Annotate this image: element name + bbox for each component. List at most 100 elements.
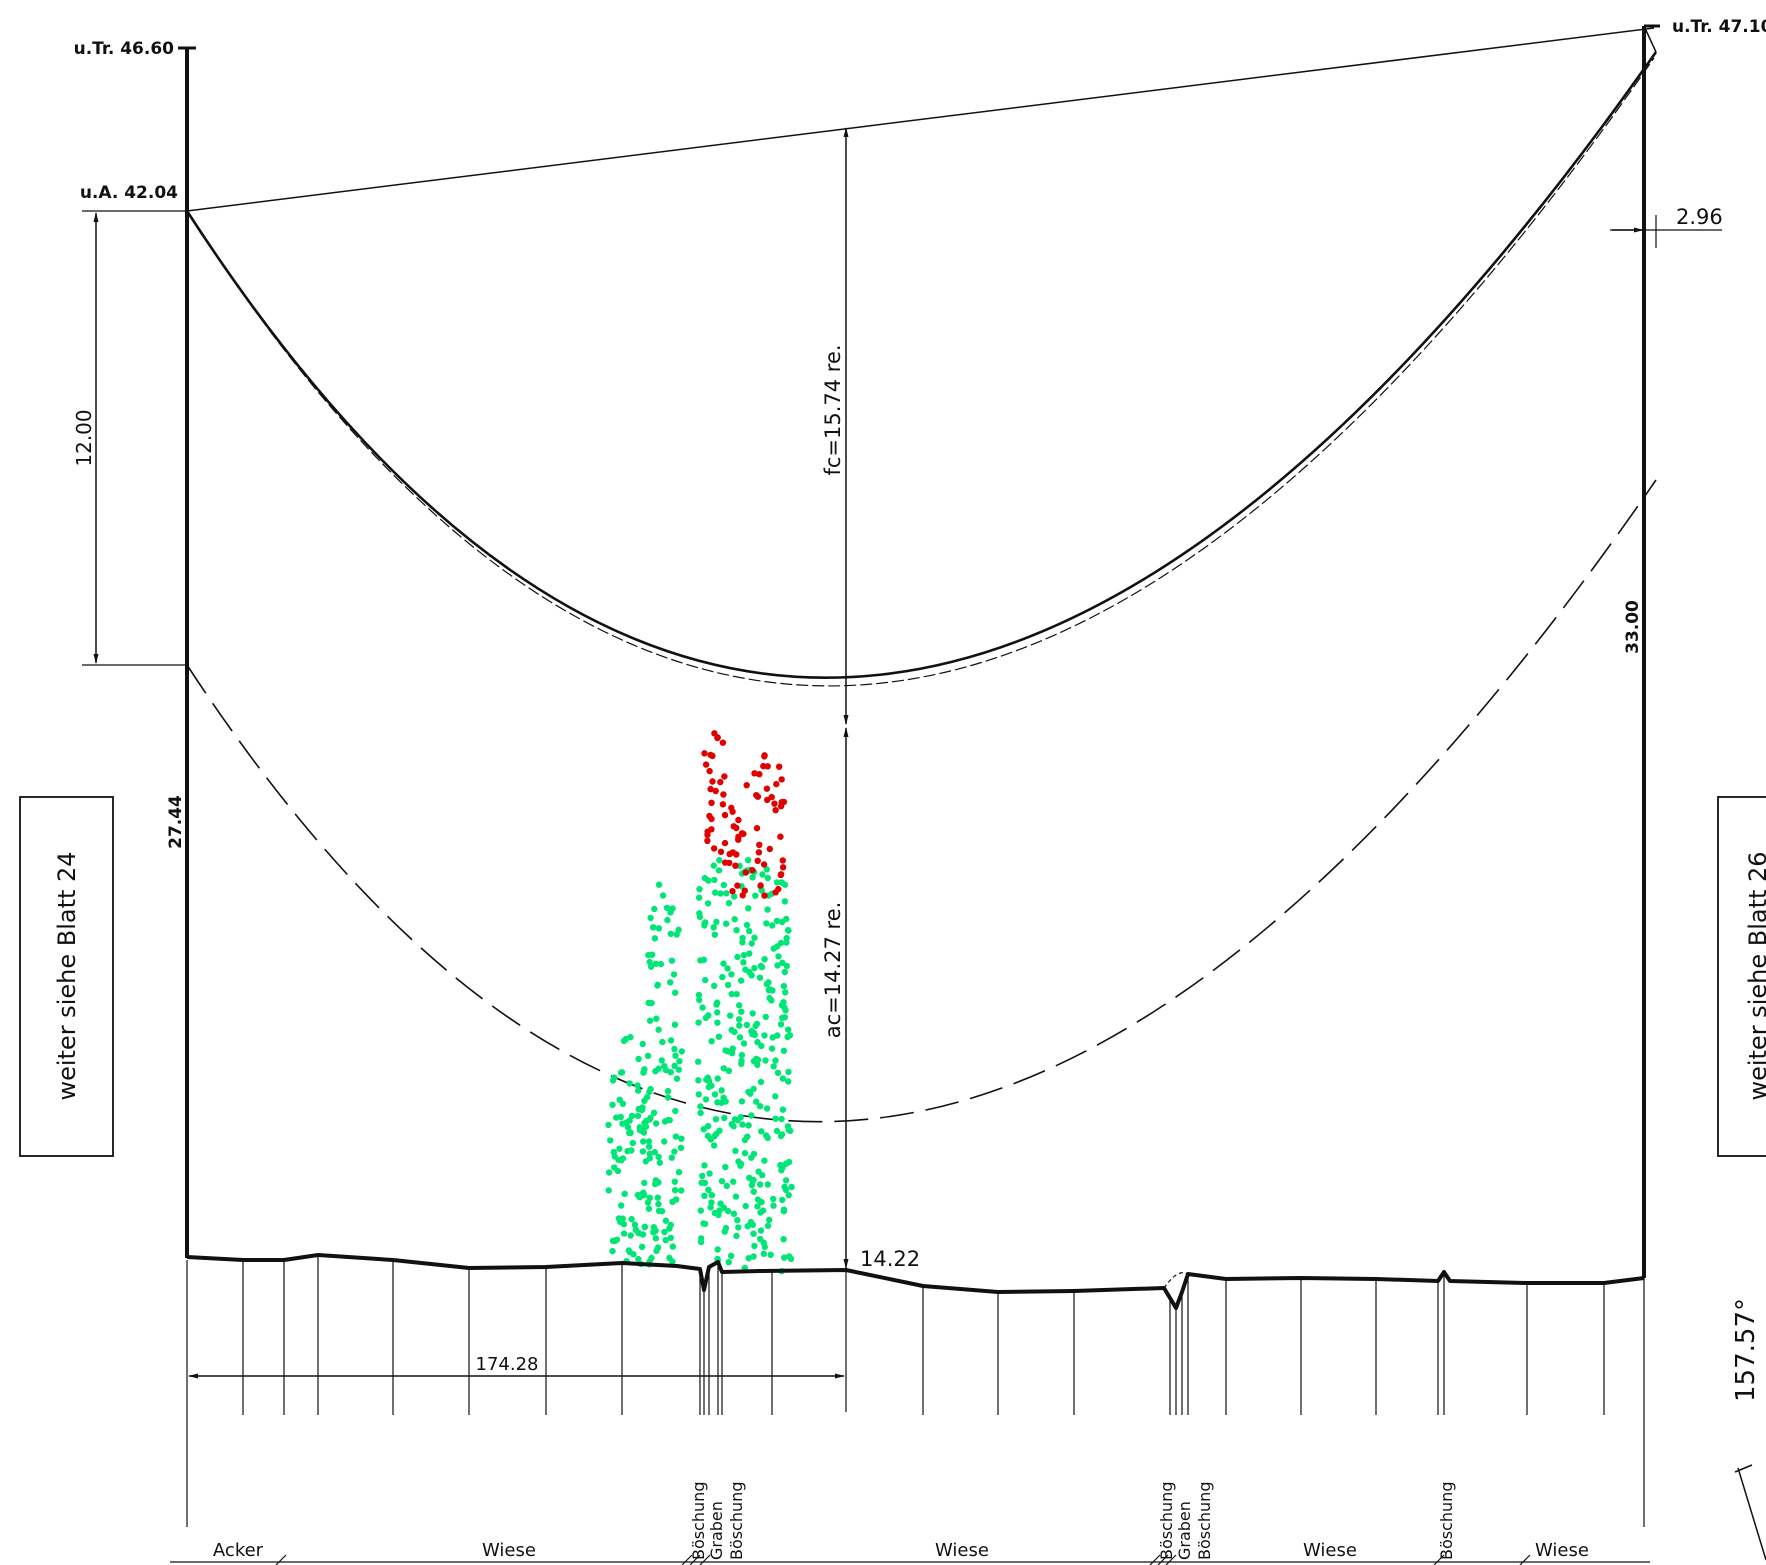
vegetation-point xyxy=(669,1198,676,1206)
vegetation-point xyxy=(726,859,733,867)
vegetation-point xyxy=(668,1154,675,1161)
vegetation-point xyxy=(763,785,771,792)
vegetation-point xyxy=(760,762,767,770)
vegetation-point xyxy=(706,767,713,775)
vegetation-point xyxy=(731,1116,739,1123)
vegetation-point xyxy=(724,965,731,972)
vegetation-point xyxy=(716,857,723,864)
vegetation-point xyxy=(735,816,742,824)
vegetation-point xyxy=(668,957,676,964)
continuation-box-left xyxy=(19,796,114,1157)
vegetation-point xyxy=(780,982,788,990)
vegetation-point xyxy=(709,778,716,785)
vegetation-point xyxy=(733,851,740,858)
vegetation-point xyxy=(651,1149,658,1156)
vegetation-point xyxy=(708,799,715,806)
vegetation-point xyxy=(626,1117,633,1124)
vegetation-point xyxy=(714,1019,721,1026)
vegetation-point xyxy=(779,1075,787,1082)
vegetation-point xyxy=(714,999,721,1006)
vegetation-point xyxy=(757,962,764,970)
slope-1-c: Böschung xyxy=(727,1482,746,1560)
vegetation-point xyxy=(611,1153,618,1160)
right-tower-attach-line xyxy=(1643,25,1657,53)
vegetation-point xyxy=(655,925,663,932)
vegetation-point xyxy=(695,1058,702,1065)
vegetation-point xyxy=(717,778,724,786)
vegetation-point xyxy=(628,1112,636,1120)
vegetation-point xyxy=(671,1062,678,1070)
vegetation-point xyxy=(659,1038,666,1046)
vegetation-point xyxy=(616,1096,623,1103)
vegetation-point xyxy=(718,1178,726,1185)
vegetation-point xyxy=(695,1091,702,1098)
vegetation-point xyxy=(651,905,658,913)
vegetation-point xyxy=(759,1207,767,1214)
vegetation-point xyxy=(754,1038,761,1046)
vegetation-point xyxy=(770,1202,777,1209)
vegetation-point xyxy=(749,1031,756,1038)
vegetation-point xyxy=(778,1002,786,1009)
dim-left-vertical-label: 12.00 xyxy=(72,409,96,466)
vegetation-point xyxy=(720,1065,727,1072)
continuation-right-label: weiter siehe Blatt 26 xyxy=(1744,851,1766,1100)
vegetation-point xyxy=(730,1178,737,1185)
vegetation-point xyxy=(736,1022,743,1029)
vegetation-point xyxy=(779,857,786,864)
vegetation-point xyxy=(741,1150,749,1157)
vegetation-point xyxy=(635,1105,642,1113)
vegetation-point xyxy=(760,861,768,868)
vegetation-point xyxy=(736,1034,744,1041)
vegetation-point xyxy=(785,1192,792,1199)
vegetation-point xyxy=(721,839,729,847)
vegetation-point xyxy=(723,890,730,897)
vegetation-point xyxy=(645,999,652,1007)
vegetation-point xyxy=(719,801,727,808)
vegetation-point xyxy=(708,1192,716,1199)
vegetation-point xyxy=(777,833,784,840)
vegetation-point xyxy=(671,1178,678,1185)
vegetation-point xyxy=(742,1202,749,1210)
vegetation-point xyxy=(781,1014,788,1021)
vegetation-point xyxy=(753,1098,760,1105)
vegetation-point xyxy=(729,808,736,815)
land-use-wiese-4: Wiese xyxy=(1535,1540,1589,1561)
vegetation-point xyxy=(785,1158,793,1166)
vegetation-point xyxy=(774,943,781,950)
vegetation-point xyxy=(757,1227,765,1234)
vegetation-point xyxy=(737,977,745,984)
vegetation-point xyxy=(773,879,781,886)
vegetation-point xyxy=(646,1116,653,1123)
vegetation-point xyxy=(761,892,768,899)
vegetation-point xyxy=(705,877,712,884)
vegetation-high-points xyxy=(701,730,788,899)
vegetation-point xyxy=(779,1196,786,1204)
vegetation-point xyxy=(630,1251,637,1258)
vegetation-point xyxy=(763,980,771,988)
vegetation-point xyxy=(635,1055,642,1063)
vegetation-point xyxy=(734,882,741,889)
vegetation-point xyxy=(761,752,768,759)
vegetation-point xyxy=(751,934,758,941)
vegetation-point xyxy=(617,1113,624,1121)
vegetation-point xyxy=(704,837,711,844)
vegetation-point xyxy=(712,787,719,795)
vegetation-point xyxy=(622,1035,630,1043)
vegetation-point xyxy=(780,1236,787,1243)
vegetation-point xyxy=(620,1230,628,1237)
vegetation-point xyxy=(761,956,768,963)
vegetation-point xyxy=(783,962,790,970)
vegetation-point xyxy=(778,799,785,806)
vegetation-point xyxy=(755,849,763,856)
vegetation-point xyxy=(646,1017,654,1024)
left-tower-label: u.Tr. 46.60 xyxy=(74,39,175,59)
vegetation-point xyxy=(678,1135,685,1142)
vegetation-point xyxy=(711,931,718,938)
vegetation-point xyxy=(695,1019,702,1026)
vegetation-point xyxy=(746,950,753,957)
vegetation-point xyxy=(757,1235,764,1243)
vegetation-point xyxy=(730,1123,737,1130)
vegetation-point xyxy=(625,1247,632,1254)
vegetation-point xyxy=(701,750,708,757)
vegetation-point xyxy=(609,1101,616,1109)
